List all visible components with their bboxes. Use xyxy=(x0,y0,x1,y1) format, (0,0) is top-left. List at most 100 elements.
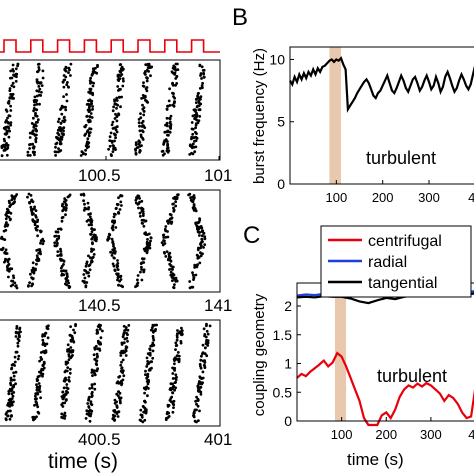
panel-c-shaded-bands xyxy=(334,283,347,421)
y-tick-label: 0.5 xyxy=(273,384,293,400)
spike-dot xyxy=(115,412,119,415)
spike-dot xyxy=(111,220,114,224)
spike-dot xyxy=(175,354,179,358)
spike-dot xyxy=(97,323,101,327)
spike-dot xyxy=(67,71,70,74)
spike-dot xyxy=(9,104,13,108)
spike-dot xyxy=(56,227,60,231)
spike-dot xyxy=(14,284,18,287)
spike-dot xyxy=(4,228,8,232)
spike-dot xyxy=(96,354,99,358)
spike-dot xyxy=(108,135,112,139)
spike-dot xyxy=(35,262,38,266)
spike-dot xyxy=(41,76,45,80)
spike-dot xyxy=(62,413,66,417)
spike-dot xyxy=(73,331,77,335)
spike-dot xyxy=(10,94,14,98)
spike-dot xyxy=(146,372,150,376)
spike-dot xyxy=(115,272,118,276)
spike-dot xyxy=(136,194,140,198)
spike-dot xyxy=(143,391,147,395)
spike-dot xyxy=(61,390,65,394)
spike-dot xyxy=(195,132,198,136)
spike-dot xyxy=(63,197,67,201)
spike-dot xyxy=(31,150,35,154)
spike-dot xyxy=(171,382,175,386)
spike-dot xyxy=(145,365,149,368)
x-tick-label: 100 xyxy=(331,427,353,442)
spike-dot xyxy=(121,378,125,382)
spike-dot xyxy=(60,216,64,220)
spike-dot xyxy=(203,235,207,239)
spike-dot xyxy=(141,404,145,408)
spike-dot xyxy=(90,371,94,374)
spike-dot xyxy=(28,281,31,284)
spike-dot xyxy=(168,117,171,120)
spike-dot xyxy=(114,207,118,210)
spike-dot xyxy=(111,150,115,154)
spike-dot xyxy=(206,341,210,345)
spike-dot xyxy=(32,116,35,120)
spike-dot xyxy=(196,263,199,267)
spike-dot xyxy=(141,124,144,128)
spike-dot xyxy=(195,115,199,118)
spike-dot xyxy=(68,367,72,371)
spike-dot xyxy=(43,344,47,347)
spike-dot xyxy=(120,383,123,387)
spike-dot xyxy=(63,411,67,415)
spike-dot xyxy=(59,108,62,111)
spike-dot xyxy=(62,379,66,383)
spike-dot xyxy=(62,95,65,98)
y-tick-label: 0 xyxy=(284,413,292,429)
spike-dot xyxy=(140,265,143,269)
spike-dot xyxy=(151,341,155,345)
spike-dot xyxy=(11,394,15,398)
spike-dot xyxy=(113,117,117,120)
spike-dot xyxy=(6,143,10,147)
spike-dot xyxy=(87,254,90,258)
spike-dot xyxy=(117,410,121,414)
spike-dot xyxy=(85,409,89,413)
spike-dot xyxy=(200,238,204,241)
spike-dot xyxy=(31,266,35,270)
spike-dot xyxy=(95,328,99,332)
spike-dot xyxy=(145,356,149,360)
spike-dot xyxy=(111,144,115,147)
spike-dot xyxy=(67,376,71,379)
spike-dot xyxy=(40,357,44,361)
spike-dot xyxy=(176,68,180,71)
spike-dot xyxy=(85,271,89,275)
panel-c-series-lines xyxy=(296,289,474,427)
spike-dot xyxy=(194,221,198,225)
spike-dot xyxy=(140,199,144,203)
spike-dot xyxy=(201,69,205,72)
spike-dot xyxy=(175,279,179,283)
spike-dot xyxy=(196,248,200,252)
spike-dot xyxy=(194,135,198,139)
spike-dot xyxy=(167,149,171,153)
spike-dot xyxy=(17,354,21,358)
spike-dot xyxy=(201,370,205,374)
legend-entries: centrifugal radial tangential xyxy=(328,233,442,292)
spike-dot xyxy=(6,121,10,124)
spike-dot xyxy=(141,130,145,134)
spike-dot xyxy=(144,411,148,415)
spike-dot xyxy=(18,335,21,339)
spike-dot xyxy=(166,133,169,137)
spike-dot xyxy=(171,279,174,282)
spike-dot xyxy=(96,63,99,67)
spike-dot xyxy=(8,89,12,92)
spike-dot xyxy=(200,234,204,238)
spike-dot xyxy=(32,418,35,421)
spike-dot xyxy=(84,207,88,211)
spike-dot xyxy=(134,141,138,145)
spike-dot xyxy=(119,194,123,198)
spike-dot xyxy=(11,279,15,283)
spike-dot xyxy=(147,379,151,382)
spike-dot xyxy=(95,369,99,372)
spike-dot xyxy=(118,208,122,211)
spike-dot xyxy=(119,278,123,281)
spike-dot xyxy=(98,347,101,351)
spike-dot xyxy=(118,88,122,91)
spike-dot xyxy=(168,251,172,255)
